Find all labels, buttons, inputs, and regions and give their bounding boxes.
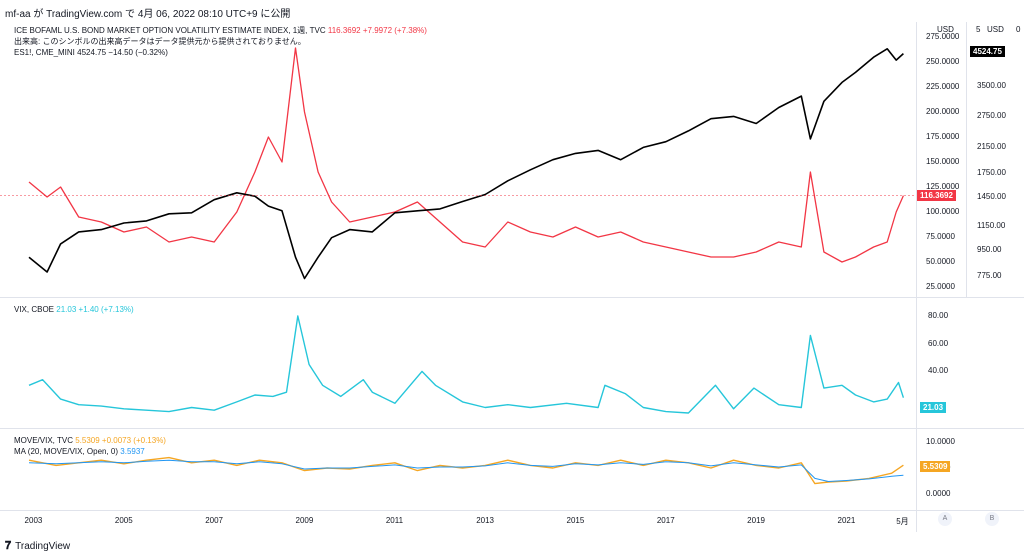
move-legend: ICE BOFAML U.S. BOND MARKET OPTION VOLAT… [14, 25, 427, 36]
auto-scale-button[interactable]: A [938, 512, 952, 526]
move-legend-value: 116.3692 [327, 26, 361, 35]
move-last-price-tag: 116.3692 [917, 190, 956, 201]
es-legend: ES1!, CME_MINI 4524.75 −14.50 (−0.32%) [14, 47, 168, 58]
move-axis-tick: 225.0000 [926, 82, 960, 91]
move-axis-tick: 100.0000 [926, 207, 960, 216]
ratio-axis-tick: 10.0000 [926, 437, 955, 446]
volume-notice: 出来高: このシンボルの出来高データはデータ提供元から提供されておりません。 [14, 36, 306, 47]
time-axis-tick: 2013 [476, 516, 494, 525]
currency-left[interactable]: USD [937, 25, 954, 34]
vix-legend: VIX, CBOE 21.03 +1.40 (+7.13%) [14, 304, 134, 315]
vix-series-line [28, 315, 905, 414]
es-legend-value: 4524.75 [77, 48, 107, 57]
ma-legend: MA (20, MOVE/VIX, Open, 0) 3.5937 [14, 446, 145, 457]
es-axis-tick: 1450.00 [977, 192, 1006, 202]
currency-right[interactable]: USD [987, 25, 1004, 34]
es-axis-tick: 775.00 [977, 271, 1002, 280]
log-scale-button[interactable]: B [985, 512, 999, 526]
ratio-series-line [28, 456, 904, 485]
es-axis-tick: 950.00 [977, 245, 1002, 255]
vix-legend-value: 21.03 [56, 305, 77, 314]
vix-legend-name: VIX, CBOE [14, 305, 55, 314]
footer: 𝟕 TradingView [0, 533, 1024, 555]
time-axis-tick: 2003 [24, 516, 43, 525]
es-last-price-tag: 4524.75 [970, 46, 1005, 57]
price-axis-border [916, 22, 917, 532]
publish-info-text: mf-aa が TradingView.com で 4月 06, 2022 08… [5, 9, 291, 20]
time-axis-tick: 2005 [114, 516, 133, 525]
time-axis-tick: 2009 [295, 516, 314, 525]
scale-marker-2[interactable]: 0 [1016, 25, 1021, 34]
move-axis-tick: 275.0000 [926, 32, 960, 41]
vix-axis-tick: 60.00 [928, 338, 949, 348]
ma-legend-name: MA (20, MOVE/VIX, Open, 0) [14, 447, 119, 456]
time-axis-tick: 2019 [747, 516, 765, 525]
time-axis-tick: 2017 [656, 516, 675, 525]
vix-last-price-tag: 21.03 [920, 402, 947, 413]
ratio-legend: MOVE/VIX, TVC 5.5309 +0.0073 (+0.13%) [14, 435, 166, 446]
move-axis-tick: 200.0000 [926, 107, 960, 116]
move-axis-tick: 250.0000 [926, 57, 960, 66]
scale-marker[interactable]: 5 [976, 25, 981, 34]
ratio-legend-value: 5.5309 [75, 436, 100, 445]
es-legend-change: −14.50 (−0.32%) [108, 48, 168, 57]
move-axis-tick: 125.0000 [926, 182, 960, 191]
es-legend-name: ES1!, CME_MINI [14, 48, 75, 57]
volume-notice-text: 出来高: このシンボルの出来高データはデータ提供元から提供されておりません。 [14, 37, 306, 46]
pane-divider-top [0, 297, 1024, 298]
time-axis-tick: 2015 [566, 516, 585, 525]
time-axis-tick: 5月 [896, 517, 909, 526]
ratio-axis-tick: 0.0000 [926, 489, 951, 498]
es-axis-tick: 1750.00 [977, 168, 1006, 178]
footer-brand[interactable]: TradingView [15, 541, 71, 552]
time-axis-tick: 2021 [837, 516, 856, 525]
es-axis-tick: 2750.00 [977, 111, 1006, 121]
move-axis-tick: 50.0000 [926, 257, 955, 266]
ratio-legend-name: MOVE/VIX, TVC [14, 436, 73, 445]
ratio-last-price-tag: 5.5309 [920, 461, 951, 472]
ratio-legend-change: +0.0073 (+0.13%) [101, 436, 166, 445]
pane-divider-middle [0, 428, 1024, 429]
es-series-line [28, 48, 904, 280]
move-axis-tick: 75.0000 [926, 232, 955, 241]
tradingview-logo-icon: 𝟕 [5, 540, 12, 552]
ma-legend-value: 3.5937 [120, 447, 145, 456]
move-series-line [28, 47, 904, 263]
move-axis-tick: 175.0000 [926, 132, 960, 141]
time-axis-tick: 2011 [385, 516, 404, 525]
vix-axis-tick: 40.00 [928, 366, 949, 376]
move-axis-tick: 25.0000 [926, 282, 955, 291]
es-axis-tick: 2150.00 [977, 142, 1006, 152]
es-axis-tick: 3500.00 [977, 81, 1006, 90]
publish-header: mf-aa が TradingView.com で 4月 06, 2022 08… [0, 0, 1024, 22]
time-axis-tick: 2007 [205, 516, 223, 525]
move-axis-tick: 150.0000 [926, 157, 960, 166]
pane-divider-bottom [0, 510, 1024, 511]
ma-series-line [28, 459, 904, 482]
vix-axis-tick: 80.00 [928, 311, 949, 320]
es-axis-tick: 1150.00 [977, 221, 1006, 231]
move-legend-change: +7.9972 (+7.38%) [362, 26, 427, 35]
price-axis-border-2 [966, 22, 967, 298]
vix-legend-change: +1.40 (+7.13%) [78, 305, 134, 314]
move-legend-name: ICE BOFAML U.S. BOND MARKET OPTION VOLAT… [14, 26, 326, 35]
